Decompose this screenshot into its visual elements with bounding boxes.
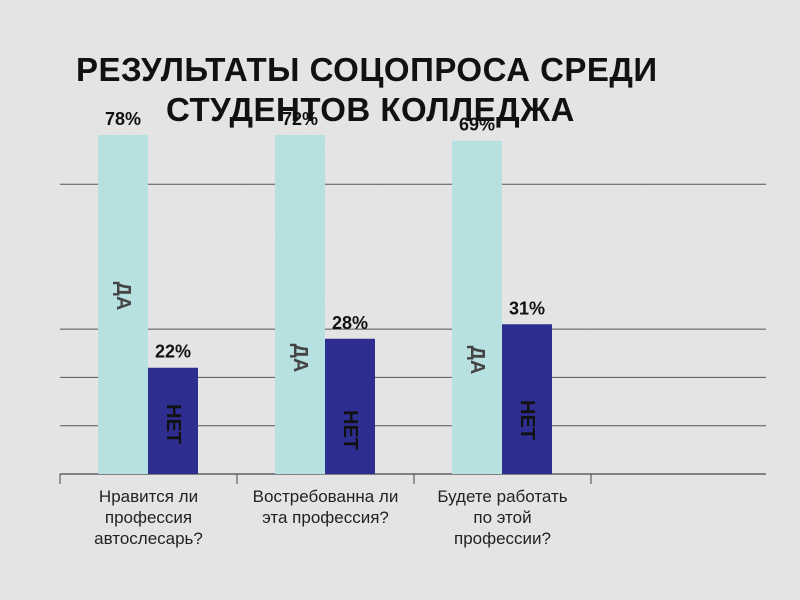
bar-no-2 — [325, 338, 375, 474]
category-label-1-line-2: профессия — [104, 508, 193, 527]
category-label-1: Нравится ли профессия автослесарь? — [59, 486, 239, 549]
category-label-1-line-1: Нравится ли — [98, 487, 199, 506]
category-label-3-line-3: профессии? — [453, 529, 551, 548]
series-label-yes-3: ДА — [466, 346, 488, 375]
bar-no-3 — [502, 324, 552, 474]
bar-yes-3 — [452, 140, 502, 475]
category-label-3: Будете работать по этой профессии? — [413, 486, 593, 549]
value-label-no-1: 22% — [155, 342, 191, 362]
category-label-3-line-1: Будете работать — [437, 487, 568, 506]
bar-yes-1 — [98, 135, 148, 474]
value-label-no-2: 28% — [332, 313, 368, 333]
series-label-yes-1: ДА — [112, 282, 134, 311]
bar-no-1 — [148, 367, 198, 474]
value-label-yes-3: 69% — [459, 115, 495, 135]
category-label-2-line-2: эта профессия? — [262, 508, 389, 527]
value-label-yes-2: 72% — [282, 109, 318, 129]
category-label-1-line-3: автослесарь? — [94, 529, 203, 548]
series-label-no-1: НЕТ — [162, 404, 184, 444]
bar-yes-2 — [275, 135, 325, 474]
value-label-yes-1: 78% — [105, 109, 141, 129]
series-label-no-2: НЕТ — [339, 410, 361, 450]
value-label-no-3: 31% — [509, 298, 545, 318]
title-line-2: СТУДЕНТОВ КОЛЛЕДЖА — [166, 91, 575, 128]
series-label-yes-2: ДА — [289, 344, 311, 373]
category-label-3-line-2: по этой — [473, 508, 532, 527]
category-label-2: Востребованна ли эта профессия? — [236, 486, 416, 528]
category-label-2-line-1: Востребованна ли — [252, 487, 399, 506]
title-line-1: РЕЗУЛЬТАТЫ СОЦОПРОСА СРЕДИ — [76, 51, 658, 88]
slide-title: РЕЗУЛЬТАТЫ СОЦОПРОСА СРЕДИ СТУДЕНТОВ КОЛ… — [60, 50, 740, 130]
series-label-no-3: НЕТ — [516, 400, 538, 440]
